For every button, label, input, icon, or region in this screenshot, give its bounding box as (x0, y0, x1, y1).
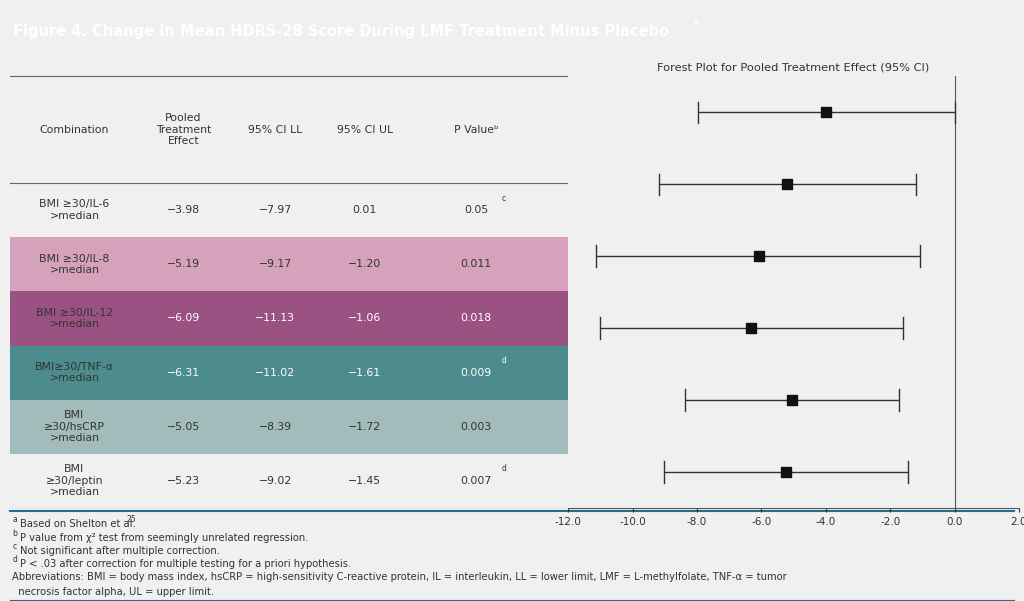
Text: d: d (12, 555, 17, 564)
Text: Abbreviations: BMI = body mass index, hsCRP = high-sensitivity C-reactive protei: Abbreviations: BMI = body mass index, hs… (12, 572, 787, 582)
Text: 95% CI LL: 95% CI LL (248, 125, 302, 135)
Text: b: b (12, 529, 17, 538)
Bar (10, 291, 568, 346)
Text: BMI
≥30/leptin
>median: BMI ≥30/leptin >median (46, 464, 103, 498)
Text: 0.018: 0.018 (461, 314, 492, 323)
Text: c: c (502, 194, 506, 203)
Text: 0.007: 0.007 (461, 476, 492, 486)
Text: −8.39: −8.39 (259, 422, 292, 432)
Text: −9.17: −9.17 (259, 260, 292, 269)
Text: a: a (12, 515, 17, 524)
Text: d: d (502, 356, 506, 365)
Text: BMI
≥30/hsCRP
>median: BMI ≥30/hsCRP >median (44, 410, 104, 444)
Text: −5.23: −5.23 (167, 476, 200, 486)
Text: −1.45: −1.45 (348, 476, 381, 486)
Bar (10, 346, 568, 400)
Text: BMI ≥30/IL-8
>median: BMI ≥30/IL-8 >median (39, 254, 110, 275)
Text: necrosis factor alpha, UL = upper limit.: necrosis factor alpha, UL = upper limit. (12, 587, 214, 597)
Text: −1.72: −1.72 (348, 422, 381, 432)
Bar (10, 237, 568, 291)
Text: 0.01: 0.01 (352, 205, 377, 215)
Text: c: c (12, 542, 16, 551)
Text: −9.02: −9.02 (259, 476, 292, 486)
Text: Not significant after multiple correction.: Not significant after multiple correctio… (20, 546, 220, 556)
Text: 0.05: 0.05 (464, 205, 488, 215)
Text: Forest Plot for Pooled Treatment Effect (95% CI): Forest Plot for Pooled Treatment Effect … (657, 62, 930, 72)
Text: −1.20: −1.20 (348, 260, 381, 269)
Text: −5.19: −5.19 (167, 260, 200, 269)
Text: −11.02: −11.02 (255, 368, 295, 377)
Text: P value from χ² test from seemingly unrelated regression.: P value from χ² test from seemingly unre… (20, 533, 309, 543)
Text: a: a (692, 17, 697, 26)
Text: 0.009: 0.009 (461, 368, 492, 377)
Text: 25: 25 (127, 515, 136, 524)
Text: BMI ≥30/IL-6
>median: BMI ≥30/IL-6 >median (39, 200, 110, 221)
Text: −1.61: −1.61 (348, 368, 381, 377)
Text: P Valueᵇ: P Valueᵇ (454, 125, 499, 135)
Text: Figure 4. Change in Mean HDRS-28 Score During LMF Treatment Minus Placebo: Figure 4. Change in Mean HDRS-28 Score D… (13, 24, 670, 39)
Text: −6.31: −6.31 (167, 368, 200, 377)
Text: Combination: Combination (40, 125, 110, 135)
Text: BMI ≥30/IL-12
>median: BMI ≥30/IL-12 >median (36, 308, 113, 329)
Bar (10, 400, 568, 454)
Text: Pooled
Treatment
Effect: Pooled Treatment Effect (156, 113, 211, 147)
Text: BMI≥30/TNF-α
>median: BMI≥30/TNF-α >median (35, 362, 114, 383)
Text: −6.09: −6.09 (167, 314, 200, 323)
Text: Based on Shelton et al.: Based on Shelton et al. (20, 519, 136, 529)
Text: d: d (502, 465, 506, 474)
Text: −11.13: −11.13 (255, 314, 295, 323)
Text: −5.05: −5.05 (167, 422, 200, 432)
Text: −1.06: −1.06 (348, 314, 381, 323)
Text: 95% CI UL: 95% CI UL (337, 125, 392, 135)
Text: 0.011: 0.011 (461, 260, 492, 269)
Text: −7.97: −7.97 (259, 205, 292, 215)
Text: P < .03 after correction for multiple testing for a priori hypothesis.: P < .03 after correction for multiple te… (20, 559, 351, 569)
Text: −3.98: −3.98 (167, 205, 200, 215)
Text: 0.003: 0.003 (461, 422, 492, 432)
